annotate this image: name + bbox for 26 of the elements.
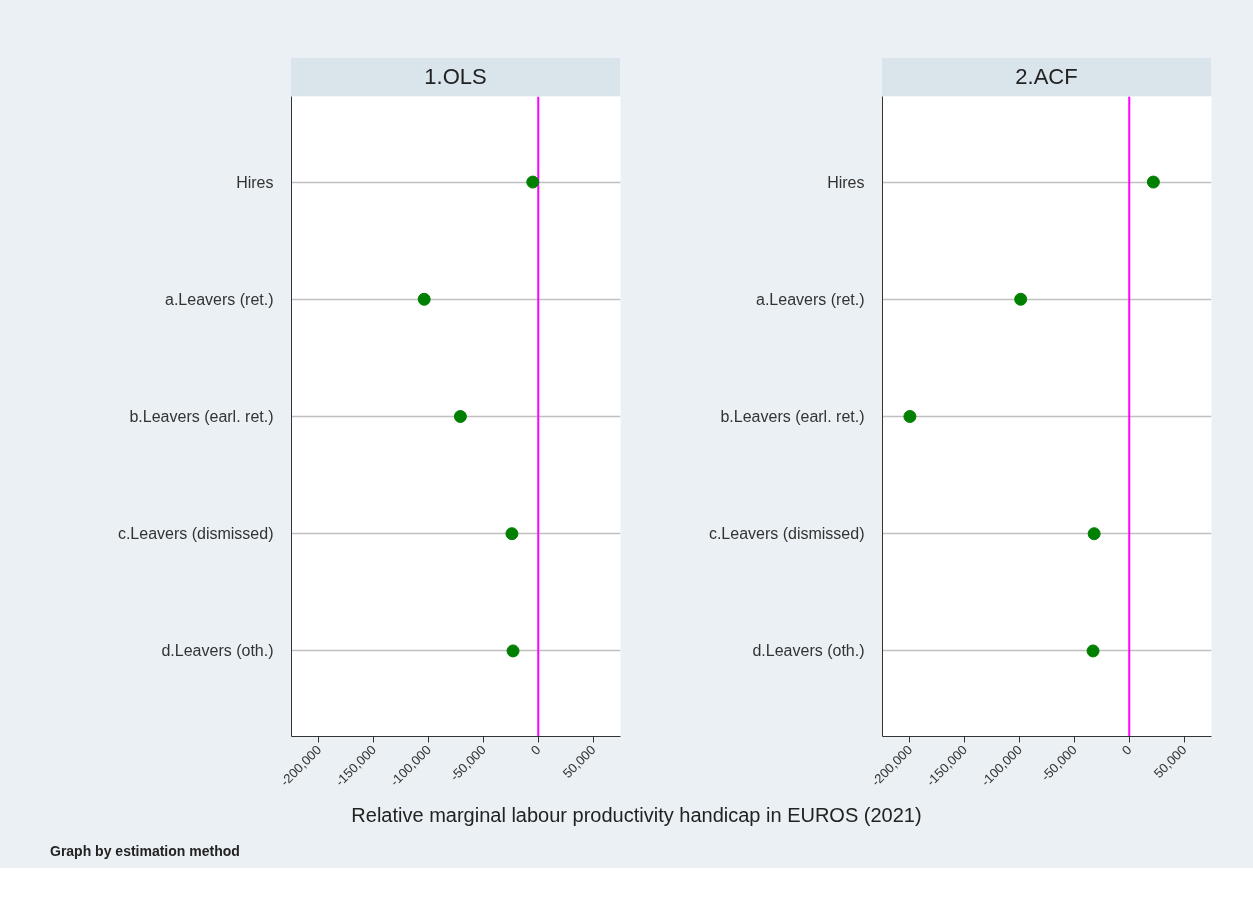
- point: [505, 527, 519, 541]
- chart-title: 1.OLS: [424, 63, 487, 91]
- y-tick-label: b.Leavers (earl. ret.): [720, 408, 865, 425]
- point: [1086, 644, 1100, 658]
- y-tick-label: b.Leavers (earl. ret.): [129, 408, 274, 425]
- x-tick-label: 0: [1118, 742, 1135, 758]
- x-axis-title: Relative marginal labour productivity handicap in EUROS (2021): [351, 803, 922, 828]
- point: [1087, 527, 1101, 541]
- point: [1146, 175, 1160, 189]
- text: Graph by estimation method: [50, 842, 240, 861]
- point: [453, 410, 467, 423]
- point: [526, 175, 540, 189]
- y-tick-label: Hires: [827, 173, 865, 191]
- point: [417, 292, 431, 306]
- y-tick-label: a.Leavers (ret.): [756, 290, 865, 308]
- point: [1014, 292, 1028, 306]
- point: [506, 644, 520, 658]
- x-tick-label: 0: [527, 742, 544, 758]
- y-tick-label: d.Leavers (oth.): [752, 642, 865, 660]
- y-tick-label: d.Leavers (oth.): [161, 642, 274, 660]
- y-tick-label: Hires: [236, 173, 274, 191]
- point: [903, 410, 917, 423]
- y-tick-label: c.Leavers (dismissed): [117, 525, 274, 543]
- y-tick-label: c.Leavers (dismissed): [708, 525, 865, 543]
- y-tick-label: a.Leavers (ret.): [165, 290, 274, 308]
- chart-title: 2.ACF: [1015, 63, 1078, 91]
